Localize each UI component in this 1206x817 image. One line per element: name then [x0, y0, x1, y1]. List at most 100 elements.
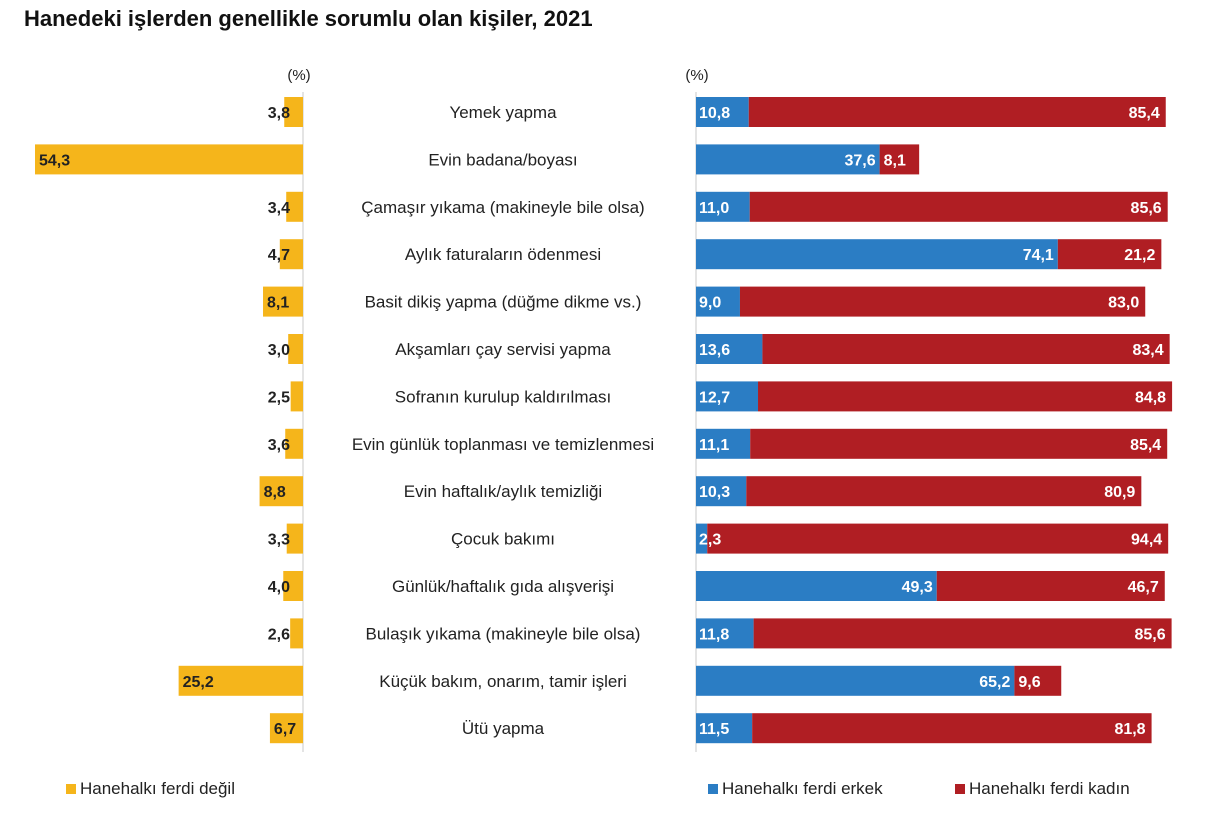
bar-male	[696, 191, 750, 222]
value-label-male: 9,0	[699, 295, 721, 312]
category-label: Evin badana/boyası	[428, 150, 577, 169]
value-label-not-member: 4,0	[268, 579, 290, 596]
value-label-female: 85,4	[1130, 437, 1161, 454]
bar-not-member	[285, 428, 303, 459]
bar-male	[696, 286, 740, 317]
value-label-not-member: 54,3	[39, 152, 70, 169]
category-label: Bulaşık yıkama (makineyle bile olsa)	[366, 624, 641, 643]
bar-female	[748, 97, 1166, 127]
bar-female	[707, 523, 1169, 554]
bar-female	[762, 334, 1170, 364]
bar-male	[696, 239, 1058, 270]
bar-female	[746, 476, 1142, 507]
category-label: Aylık faturaların ödenmesi	[405, 245, 601, 264]
chart-title: Hanedeki işlerden genellikle sorumlu ola…	[24, 6, 593, 31]
bar-not-member	[35, 144, 303, 175]
bar-female	[749, 191, 1168, 222]
bar-male	[696, 97, 749, 127]
value-label-not-member: 3,6	[268, 437, 290, 454]
legend-label: Hanehalkı ferdi değil	[80, 779, 235, 798]
value-label-female: 85,6	[1131, 200, 1162, 217]
bar-male	[696, 713, 753, 744]
bar-not-member	[269, 713, 303, 744]
category-label: Küçük bakım, onarım, tamir işleri	[379, 672, 627, 691]
value-label-not-member: 2,6	[268, 626, 290, 643]
bar-male	[696, 618, 754, 649]
left-unit-label: (%)	[287, 67, 310, 84]
bar-not-member	[283, 571, 303, 601]
value-label-not-member: 4,7	[268, 247, 290, 264]
value-label-male: 49,3	[902, 579, 933, 596]
value-label-male: 12,7	[699, 389, 730, 406]
value-label-female: 80,9	[1104, 484, 1135, 501]
legend-swatch	[66, 784, 76, 794]
value-label-not-member: 8,8	[264, 484, 286, 501]
value-label-female: 85,6	[1134, 626, 1165, 643]
category-label: Ütü yapma	[462, 719, 545, 738]
legend-swatch	[708, 784, 718, 794]
category-label: Sofranın kurulup kaldırılması	[395, 387, 611, 406]
bar-male	[696, 476, 747, 507]
value-label-male: 11,0	[699, 200, 729, 217]
bar-female	[739, 286, 1146, 317]
value-label-female: 8,1	[884, 152, 906, 169]
bar-not-member	[279, 239, 303, 270]
value-label-female: 21,2	[1124, 247, 1155, 264]
value-label-female: 46,7	[1128, 579, 1159, 596]
value-label-male: 11,1	[699, 437, 729, 454]
bar-female	[750, 428, 1168, 459]
bar-female	[1014, 665, 1062, 696]
value-label-male: 10,3	[699, 484, 730, 501]
value-label-male: 2,3	[699, 532, 721, 549]
value-label-not-member: 2,5	[268, 389, 290, 406]
value-label-not-member: 3,0	[268, 342, 290, 359]
bar-not-member	[288, 334, 303, 364]
bar-female	[752, 713, 1152, 744]
bar-not-member	[290, 381, 303, 412]
right-unit-label: (%)	[685, 67, 708, 84]
bar-female	[758, 381, 1173, 412]
value-label-male: 74,1	[1023, 247, 1054, 264]
bar-not-member	[290, 618, 303, 649]
category-label: Basit dikiş yapma (düğme dikme vs.)	[365, 293, 642, 312]
value-label-male: 11,8	[699, 626, 729, 643]
bar-female	[936, 571, 1165, 601]
bar-female	[1057, 239, 1162, 270]
value-label-male: 37,6	[844, 152, 875, 169]
bar-female	[879, 144, 920, 175]
value-label-not-member: 3,3	[268, 532, 290, 549]
bar-male	[696, 334, 763, 364]
bar-male	[696, 428, 751, 459]
value-label-female: 81,8	[1114, 721, 1145, 738]
bar-male	[696, 144, 880, 175]
value-label-male: 13,6	[699, 342, 730, 359]
value-label-female: 83,4	[1133, 342, 1164, 359]
category-label: Yemek yapma	[449, 103, 557, 122]
value-label-male: 11,5	[699, 721, 729, 738]
value-label-female: 84,8	[1135, 389, 1166, 406]
category-label: Çamaşır yıkama (makineyle bile olsa)	[361, 198, 644, 217]
bar-not-member	[286, 191, 303, 222]
bar-male	[696, 523, 708, 554]
bar-not-member	[259, 476, 303, 507]
value-label-not-member: 3,8	[268, 105, 290, 122]
value-label-male: 10,8	[699, 105, 730, 122]
value-label-not-member: 3,4	[268, 200, 290, 217]
value-label-not-member: 6,7	[274, 721, 296, 738]
value-label-female: 85,4	[1129, 105, 1160, 122]
category-label: Akşamları çay servisi yapma	[395, 340, 611, 359]
value-label-female: 94,4	[1131, 532, 1162, 549]
bar-male	[696, 381, 759, 412]
category-label: Çocuk bakımı	[451, 530, 555, 549]
category-label: Evin günlük toplanması ve temizlenmesi	[352, 435, 654, 454]
bar-not-member	[178, 665, 303, 696]
category-label: Günlük/haftalık gıda alışverişi	[392, 577, 614, 596]
bar-not-member	[284, 97, 303, 127]
value-label-not-member: 25,2	[183, 674, 214, 691]
bar-not-member	[263, 286, 303, 317]
legend-label: Hanehalkı ferdi erkek	[722, 779, 883, 798]
value-label-female: 83,0	[1108, 295, 1139, 312]
legend-swatch	[955, 784, 965, 794]
value-label-male: 65,2	[979, 674, 1010, 691]
